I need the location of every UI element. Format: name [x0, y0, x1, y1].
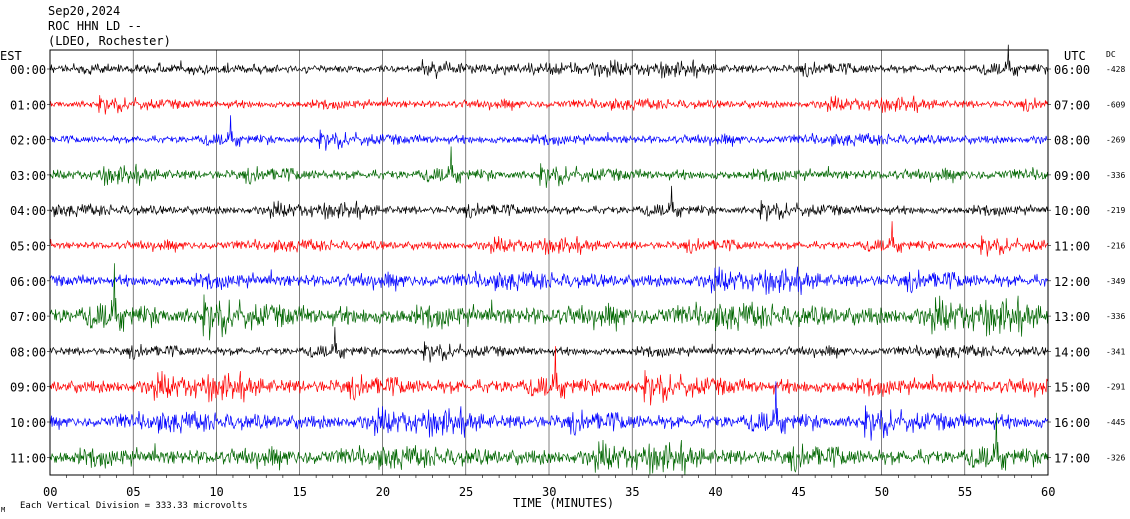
est-time-label: 10:00	[10, 416, 46, 430]
est-time-label: 02:00	[10, 134, 46, 148]
x-tick-label: 30	[542, 485, 556, 499]
trace-line	[49, 263, 1048, 341]
utc-time-label: 17:00	[1054, 451, 1090, 465]
dc-offset-label: -336	[1106, 171, 1125, 180]
trace-line	[49, 44, 1048, 79]
trace-group	[49, 44, 1048, 475]
dc-offset-label: -341	[1106, 347, 1125, 356]
dc-offset-label: -349	[1106, 277, 1125, 286]
dc-offset-label: -428	[1106, 65, 1125, 74]
label-group: 00 05 10 15 20 25 30 35 40 45 50 55 60 00:00 06:00 -428…	[10, 63, 1125, 499]
utc-time-label: 07:00	[1054, 98, 1090, 112]
trace-line	[49, 115, 1048, 151]
trace-line	[49, 146, 1048, 188]
dc-offset-label: -216	[1106, 242, 1125, 251]
utc-time-label: 13:00	[1054, 310, 1090, 324]
est-axis-label: EST	[0, 49, 22, 63]
scale-footnote: Each Vertical Division = 333.33 microvol…	[20, 501, 248, 511]
dc-offset-label: -445	[1106, 418, 1125, 427]
x-tick-label: 20	[376, 485, 390, 499]
x-tick-label: 25	[459, 485, 473, 499]
chart-grid	[47, 50, 1051, 478]
x-tick-label: 50	[875, 485, 889, 499]
x-tick-label: 05	[126, 485, 140, 499]
trace-line	[49, 412, 1048, 475]
trace-line	[49, 221, 1048, 257]
trace-line	[49, 95, 1048, 115]
est-time-label: 01:00	[10, 98, 46, 112]
utc-time-label: 06:00	[1054, 63, 1090, 77]
dc-offset-label: -269	[1106, 136, 1125, 145]
station-label: ROC HHN LD --	[48, 19, 142, 33]
trace-line	[49, 346, 1048, 406]
dc-offset-label: -219	[1106, 206, 1125, 215]
dc-offset-label: -291	[1106, 383, 1125, 392]
est-time-label: 09:00	[10, 381, 46, 395]
est-time-label: 05:00	[10, 240, 46, 254]
utc-time-label: 12:00	[1054, 275, 1090, 289]
trace-line	[49, 185, 1048, 222]
utc-time-label: 11:00	[1054, 240, 1090, 254]
utc-time-label: 10:00	[1054, 204, 1090, 218]
est-time-label: 03:00	[10, 169, 46, 183]
est-time-label: 11:00	[10, 451, 46, 465]
trace-line	[49, 266, 1048, 296]
plot-frame	[49, 49, 1049, 476]
utc-axis-label: UTC	[1064, 49, 1086, 63]
est-time-label: 07:00	[10, 310, 46, 324]
utc-time-label: 08:00	[1054, 134, 1090, 148]
x-tick-label: 10	[209, 485, 223, 499]
trace-line	[49, 381, 1048, 441]
network-label: (LDEO, Rochester)	[48, 34, 171, 48]
est-time-label: 00:00	[10, 63, 46, 77]
est-time-label: 06:00	[10, 275, 46, 289]
est-time-label: 04:00	[10, 204, 46, 218]
x-tick-label: 15	[293, 485, 307, 499]
est-time-label: 08:00	[10, 345, 46, 359]
x-tick-label: 60	[1041, 485, 1055, 499]
x-axis-title: TIME (MINUTES)	[513, 496, 614, 510]
trace-line	[49, 327, 1048, 363]
utc-time-label: 14:00	[1054, 345, 1090, 359]
dc-offset-label: -609	[1106, 100, 1125, 109]
dc-offset-label: -326	[1106, 453, 1125, 462]
dc-axis-label: DC	[1106, 50, 1116, 59]
x-tick-label: 00	[43, 485, 57, 499]
date-label: Sep20,2024	[48, 4, 121, 18]
dc-offset-label: -336	[1106, 312, 1125, 321]
utc-time-label: 16:00	[1054, 416, 1090, 430]
x-tick-label: 35	[625, 485, 639, 499]
utc-time-label: 15:00	[1054, 381, 1090, 395]
utc-time-label: 09:00	[1054, 169, 1090, 183]
x-tick-label: 55	[958, 485, 972, 499]
x-tick-label: 45	[792, 485, 806, 499]
x-tick-label: 40	[708, 485, 722, 499]
footer-mark: M	[1, 506, 5, 514]
